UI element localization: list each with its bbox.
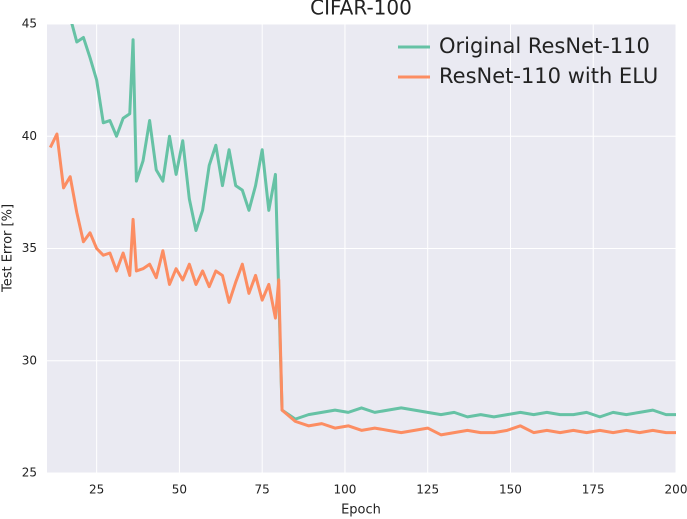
- x-tick-label: 50: [172, 483, 187, 497]
- legend-label: Original ResNet-110: [439, 34, 650, 58]
- y-axis-label: Test Error [%]: [1, 204, 16, 293]
- x-tick-label: 200: [665, 483, 687, 497]
- lines: [48, 24, 676, 437]
- x-axis-label: Epoch: [341, 503, 381, 518]
- legend-label: ResNet-110 with ELU: [439, 64, 658, 88]
- x-tick-label: 75: [255, 483, 270, 497]
- x-tick-label: 125: [416, 483, 439, 497]
- y-tick-label: 25: [22, 466, 37, 480]
- x-tick-label: 150: [499, 483, 522, 497]
- y-tick-label: 30: [22, 353, 37, 367]
- x-tick-label: 25: [89, 483, 104, 497]
- legend: Original ResNet-110 ResNet-110 with ELU: [398, 34, 658, 88]
- x-tick-label: 100: [333, 483, 356, 497]
- chart-title: CIFAR-100: [310, 0, 412, 20]
- y-tick-label: 45: [22, 17, 37, 31]
- y-tick-label: 35: [22, 241, 37, 255]
- data-line: [48, 132, 676, 437]
- grid: [47, 23, 677, 474]
- data-line: [70, 24, 676, 421]
- y-tick-label: 40: [22, 129, 37, 143]
- x-tick-label: 175: [582, 483, 605, 497]
